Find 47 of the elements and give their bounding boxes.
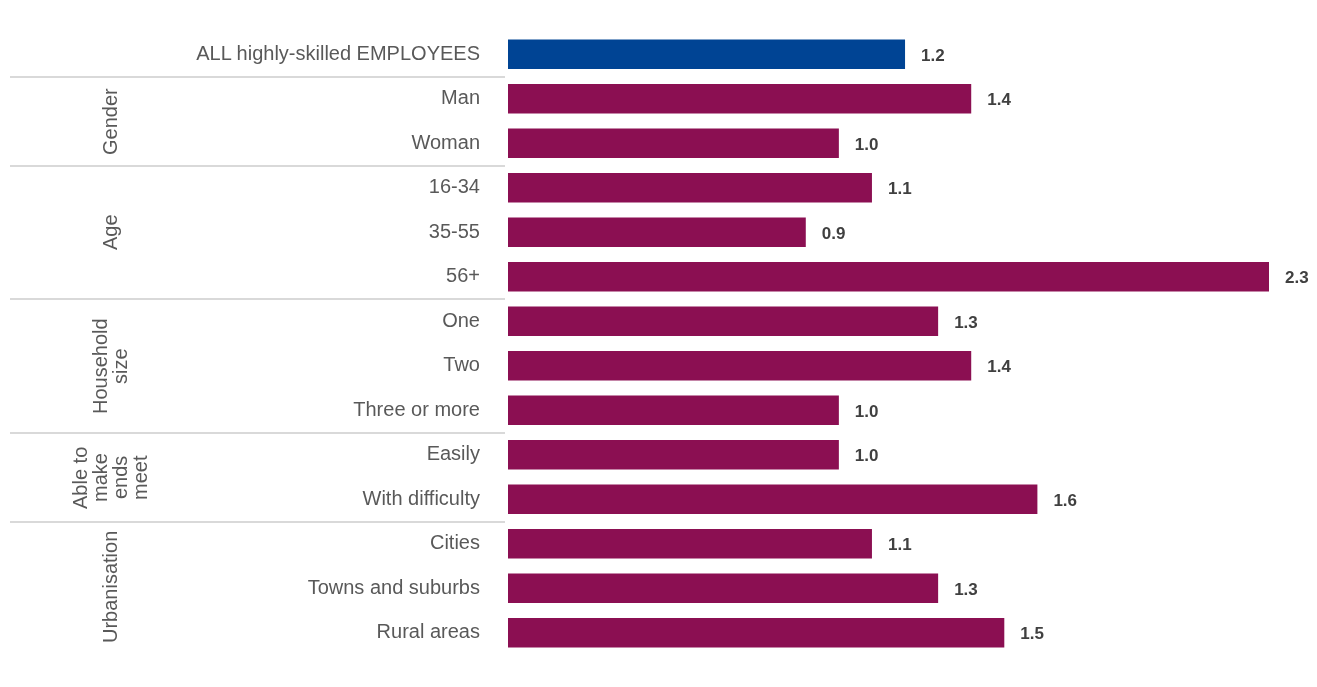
data-label: 0.9 <box>821 223 846 243</box>
bar <box>508 217 806 247</box>
data-label: 1.5 <box>1020 624 1044 644</box>
data-label: 1.4 <box>987 90 1012 110</box>
data-label: 1.6 <box>1053 490 1078 510</box>
data-label: 1.1 <box>887 535 912 555</box>
data-label: 1.0 <box>854 401 879 421</box>
data-label: 1.3 <box>954 312 978 332</box>
y-tick-label: With difficulty <box>362 486 480 509</box>
data-label: 1.1 <box>887 179 912 199</box>
data-label: 1.3 <box>954 579 978 599</box>
bar <box>508 484 1038 514</box>
y-tick-label: Cities <box>429 531 480 554</box>
text: Urbanisation <box>99 530 121 644</box>
y-tick-label: ALL highly-skilled EMPLOYEES <box>196 41 480 64</box>
bar <box>508 306 939 336</box>
bar <box>508 128 839 158</box>
y-tick-label: Man <box>441 86 480 109</box>
y-tick-label: Towns and suburbs <box>307 575 480 598</box>
data-label: 1.0 <box>854 446 879 466</box>
bar <box>508 84 972 114</box>
y-tick-label: One <box>442 308 480 331</box>
bar <box>508 618 1005 648</box>
bar <box>508 573 939 603</box>
y-tick-label: Woman <box>411 130 480 153</box>
bar <box>508 351 972 381</box>
text: Household size <box>89 316 131 416</box>
bar <box>508 39 906 69</box>
y-tick-label: 35-55 <box>428 219 480 242</box>
y-tick-label: Three or more <box>353 397 480 420</box>
bar <box>508 529 872 559</box>
y-tick-label: Two <box>443 353 480 376</box>
data-label: 1.0 <box>854 134 879 154</box>
data-label: 1.2 <box>921 45 945 65</box>
y-tick-label: 56+ <box>446 264 480 287</box>
bar <box>508 173 872 203</box>
text: Age <box>99 213 121 253</box>
data-label: 1.4 <box>987 357 1012 377</box>
bar <box>508 395 839 425</box>
y-tick-label: 16-34 <box>428 175 480 198</box>
bar <box>508 440 839 470</box>
data-label: 2.3 <box>1285 268 1309 288</box>
y-tick-label: Easily <box>426 442 480 465</box>
text: Gender <box>99 86 121 157</box>
y-tick-label: Rural areas <box>376 620 480 643</box>
bar <box>508 262 1269 292</box>
text: Able to make ends meet <box>69 444 151 511</box>
